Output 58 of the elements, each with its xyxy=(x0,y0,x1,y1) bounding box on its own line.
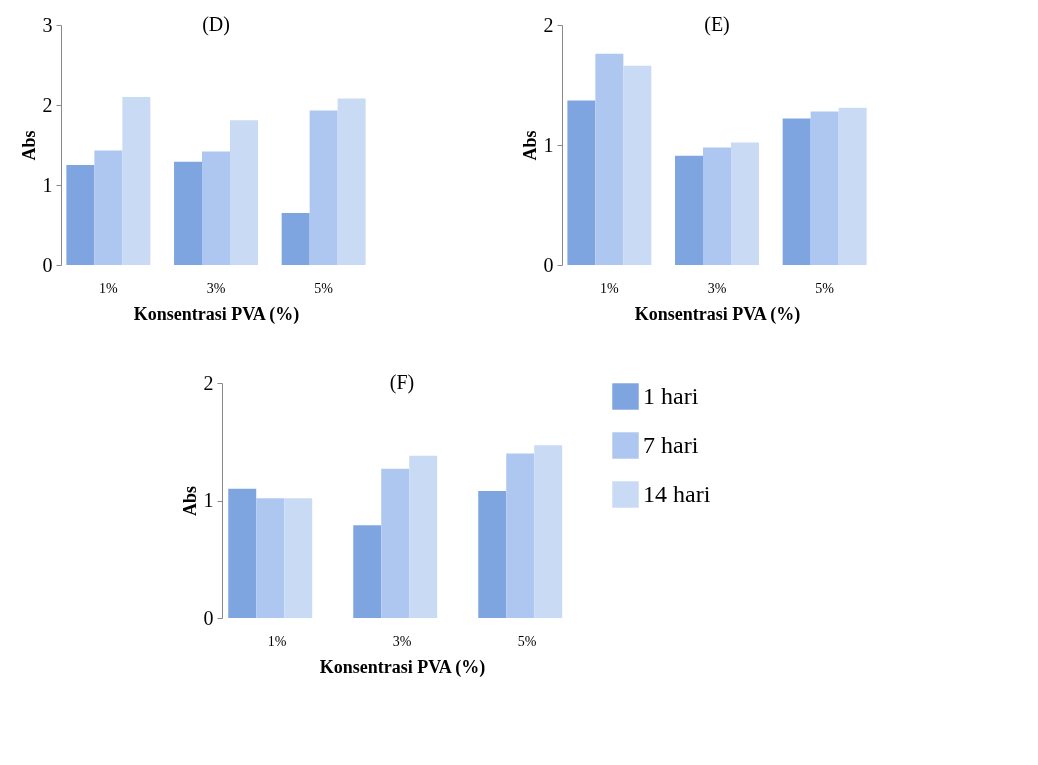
bar xyxy=(353,525,382,618)
bar xyxy=(284,498,313,618)
bar xyxy=(94,150,123,265)
chart-title: (F) xyxy=(389,371,415,394)
x-axis-title: Konsentrasi PVA (%) xyxy=(133,303,300,325)
bar xyxy=(281,213,310,265)
y-tick-label: 0 xyxy=(42,253,53,276)
y-axis-title: Abs xyxy=(18,130,39,161)
bar xyxy=(675,155,704,265)
y-axis-title: Abs xyxy=(179,485,200,517)
x-tick-label: 1% xyxy=(99,280,119,296)
y-axis-title: Abs xyxy=(519,130,540,161)
bar xyxy=(66,165,95,265)
chart-title: (E) xyxy=(704,13,730,36)
bar xyxy=(623,65,652,265)
bar xyxy=(506,453,535,618)
x-tick-label: 3% xyxy=(707,280,727,296)
y-tick-label: 2 xyxy=(203,371,214,394)
y-tick-label: 1 xyxy=(543,133,554,156)
y-tick-label: 1 xyxy=(42,173,53,196)
bar xyxy=(309,110,338,265)
x-axis-title: Konsentrasi PVA (%) xyxy=(634,303,801,325)
legend-label: 14 hari xyxy=(643,480,711,507)
bar xyxy=(229,120,258,265)
bar xyxy=(703,147,731,265)
y-tick-label: 0 xyxy=(203,606,214,629)
legend-label: 7 hari xyxy=(643,431,699,458)
bar xyxy=(174,161,203,265)
bar xyxy=(534,445,563,618)
x-tick-label: 3% xyxy=(392,633,412,649)
y-tick-label: 2 xyxy=(543,13,554,36)
y-tick-label: 2 xyxy=(42,93,53,116)
y-tick-label: 3 xyxy=(42,13,53,36)
bar xyxy=(838,107,867,265)
x-tick-label: 3% xyxy=(206,280,226,296)
x-tick-label: 5% xyxy=(314,280,334,296)
x-axis-title: Konsentrasi PVA (%) xyxy=(319,656,486,678)
bar xyxy=(595,53,624,265)
x-tick-label: 5% xyxy=(815,280,835,296)
bar xyxy=(810,111,839,265)
bar xyxy=(782,118,811,265)
legend-label: 1 hari xyxy=(643,382,699,409)
bar xyxy=(409,455,438,618)
chart-title: (D) xyxy=(202,13,230,36)
y-tick-label: 0 xyxy=(543,253,554,276)
bar xyxy=(478,491,507,618)
y-tick-label: 1 xyxy=(203,489,214,511)
bar xyxy=(202,151,230,265)
bar xyxy=(228,488,257,618)
x-tick-label: 1% xyxy=(267,633,287,649)
bar xyxy=(567,100,596,265)
x-tick-label: 5% xyxy=(517,633,537,649)
bar xyxy=(337,98,366,265)
x-tick-label: 1% xyxy=(600,280,620,296)
bar xyxy=(256,498,285,618)
bar xyxy=(730,142,759,265)
bar xyxy=(381,468,410,618)
bar xyxy=(122,97,151,265)
